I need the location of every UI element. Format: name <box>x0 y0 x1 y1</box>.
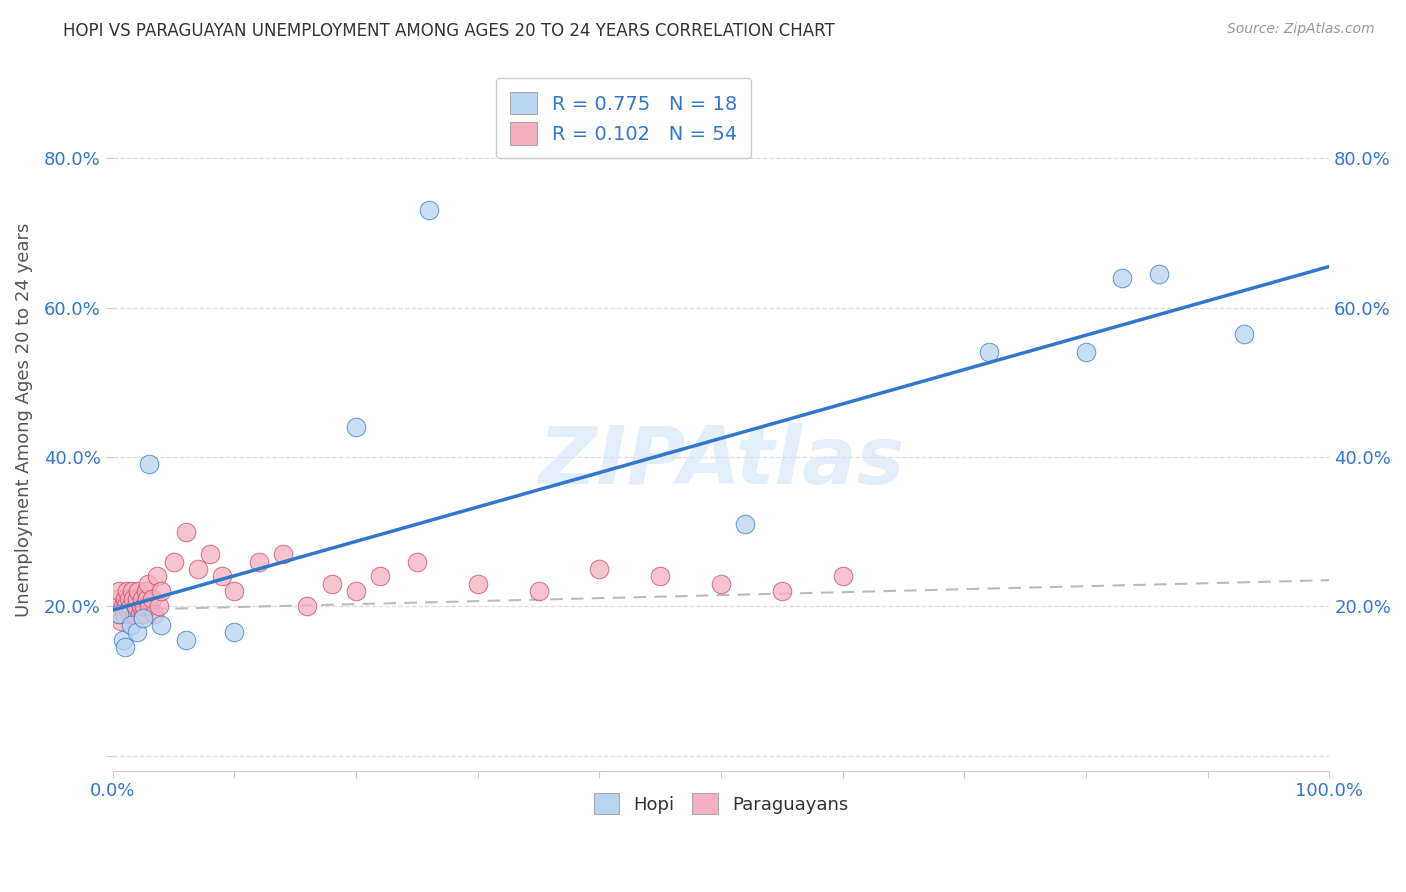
Point <box>418 203 440 218</box>
Point <box>127 625 149 640</box>
Point <box>145 569 167 583</box>
Point <box>120 599 142 614</box>
Point <box>271 547 294 561</box>
Point <box>108 584 131 599</box>
Point <box>104 607 127 621</box>
Point <box>135 591 157 606</box>
Point <box>131 591 153 606</box>
Point <box>187 562 209 576</box>
Point <box>344 584 367 599</box>
Point <box>124 607 146 621</box>
Point <box>112 607 135 621</box>
Point <box>127 584 149 599</box>
Point <box>114 640 136 655</box>
Point <box>344 420 367 434</box>
Point <box>150 584 173 599</box>
Point <box>111 632 134 647</box>
Point <box>770 584 793 599</box>
Text: Source: ZipAtlas.com: Source: ZipAtlas.com <box>1227 22 1375 37</box>
Point <box>247 555 270 569</box>
Legend: Hopi, Paraguayans: Hopi, Paraguayans <box>582 782 859 825</box>
Point <box>118 607 141 621</box>
Point <box>174 632 197 647</box>
Point <box>111 599 134 614</box>
Point <box>125 599 148 614</box>
Point <box>120 618 142 632</box>
Point <box>527 584 550 599</box>
Point <box>143 607 166 621</box>
Point <box>1111 270 1133 285</box>
Point <box>132 607 155 621</box>
Point <box>114 591 136 606</box>
Point <box>136 577 159 591</box>
Point <box>108 607 131 621</box>
Point <box>134 599 156 614</box>
Point <box>650 569 672 583</box>
Point <box>1074 345 1097 359</box>
Point <box>138 599 160 614</box>
Point <box>117 591 139 606</box>
Point <box>162 555 184 569</box>
Point <box>148 599 170 614</box>
Point <box>105 599 128 614</box>
Point <box>174 524 197 539</box>
Point <box>128 607 150 621</box>
Point <box>224 625 246 640</box>
Point <box>107 591 129 606</box>
Point <box>135 584 157 599</box>
Point <box>831 569 853 583</box>
Point <box>734 517 756 532</box>
Point <box>121 584 143 599</box>
Point <box>122 591 145 606</box>
Point <box>132 610 155 624</box>
Point <box>1233 326 1256 341</box>
Point <box>129 599 152 614</box>
Point <box>321 577 343 591</box>
Point <box>710 577 733 591</box>
Point <box>108 607 131 621</box>
Point <box>138 458 160 472</box>
Point <box>588 562 610 576</box>
Point <box>117 584 139 599</box>
Text: HOPI VS PARAGUAYAN UNEMPLOYMENT AMONG AGES 20 TO 24 YEARS CORRELATION CHART: HOPI VS PARAGUAYAN UNEMPLOYMENT AMONG AG… <box>63 22 835 40</box>
Point <box>467 577 489 591</box>
Point <box>406 555 429 569</box>
Point <box>370 569 392 583</box>
Text: ZIPAtlas: ZIPAtlas <box>538 423 904 500</box>
Point <box>198 547 221 561</box>
Point <box>211 569 233 583</box>
Point <box>115 599 138 614</box>
Point <box>150 618 173 632</box>
Point <box>977 345 1000 359</box>
Point <box>224 584 246 599</box>
Point <box>127 591 149 606</box>
Point <box>1147 267 1170 281</box>
Point <box>297 599 319 614</box>
Point <box>141 591 163 606</box>
Point <box>110 615 132 629</box>
Y-axis label: Unemployment Among Ages 20 to 24 years: Unemployment Among Ages 20 to 24 years <box>15 222 32 616</box>
